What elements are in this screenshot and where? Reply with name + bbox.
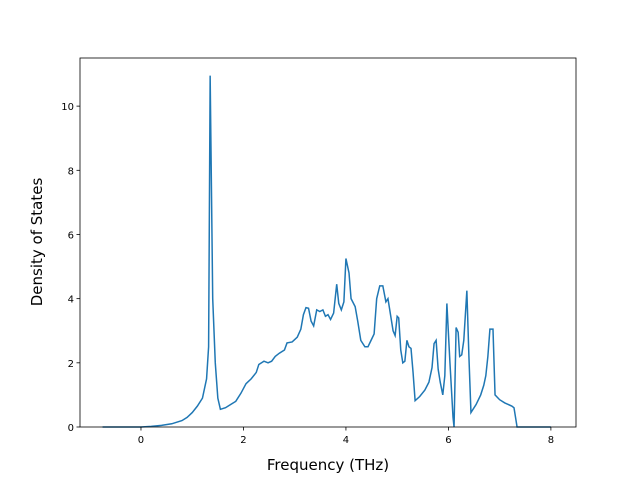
y-tick-label: 0 [68, 423, 74, 434]
x-tick-label: 0 [138, 435, 144, 446]
y-tick-label: 8 [68, 166, 74, 177]
y-tick-label: 6 [68, 230, 74, 241]
x-tick-label: 2 [240, 435, 246, 446]
x-tick-label: 6 [445, 435, 451, 446]
x-tick-label: 4 [343, 435, 349, 446]
y-tick-label: 10 [61, 102, 74, 113]
x-axis-label: Frequency (THz) [267, 456, 389, 474]
plot-frame [79, 57, 577, 428]
x-tick-label: 8 [548, 435, 554, 446]
data-line [102, 75, 551, 428]
y-tick-label: 2 [68, 359, 74, 370]
y-tick-label: 4 [68, 295, 74, 306]
y-axis-label: Density of States [28, 178, 46, 307]
